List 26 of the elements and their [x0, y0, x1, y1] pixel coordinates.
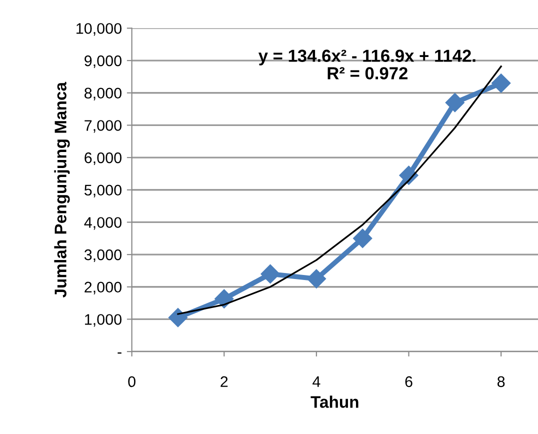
y-tick-label: 6,000 — [84, 152, 122, 166]
y-tick-label: 7,000 — [84, 120, 122, 133]
x-tick-label: 6 — [405, 376, 412, 388]
y-tick-label: - — [118, 352, 122, 354]
point — [260, 264, 280, 284]
y-tick-label: 8,000 — [84, 88, 122, 100]
x-axis-title: Tahun — [310, 396, 358, 408]
point — [214, 289, 234, 308]
x-tick-label: 8 — [497, 376, 505, 388]
y-tick-label: 2,000 — [84, 282, 122, 294]
point — [445, 93, 464, 112]
y-tick-label: 4,000 — [84, 217, 122, 230]
y-tick-label: 3,000 — [84, 249, 122, 262]
annotation: y = 134.6x² - 116.9x + 1142. R² = 0.972 — [258, 50, 476, 80]
y-tick-label: 9,000 — [84, 55, 122, 68]
point — [353, 228, 372, 248]
x-tick-label: 2 — [220, 376, 228, 387]
x-tick-label: 4 — [312, 376, 320, 387]
y-axis-title: Jumlah Pengunjung Manca — [54, 82, 70, 298]
point — [306, 269, 326, 288]
y-tick-label: 10,000 — [76, 23, 122, 36]
y-tick-label: 1,000 — [85, 314, 122, 327]
point — [492, 74, 511, 93]
point — [168, 308, 188, 328]
x-tick-label: 0 — [128, 376, 136, 388]
y-tick-label: 5,000 — [84, 184, 122, 198]
